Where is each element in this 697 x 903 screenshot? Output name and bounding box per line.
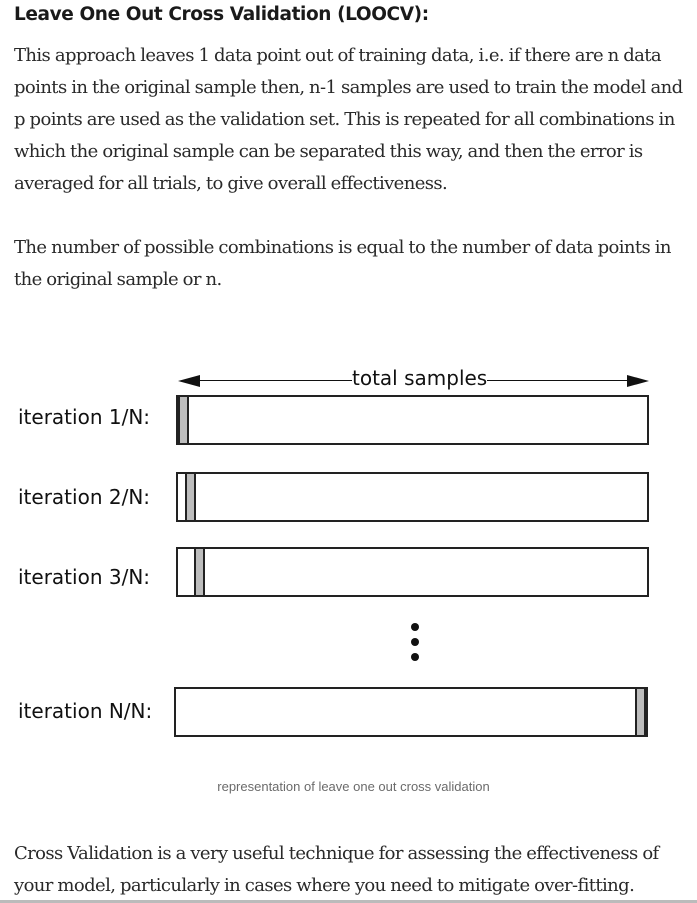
iteration-2-label: iteration 2/N: <box>18 485 151 509</box>
vertical-ellipsis <box>411 623 421 668</box>
section-heading: Leave One Out Cross Validation (LOOCV): <box>14 4 429 25</box>
arrow-right-head <box>627 375 649 387</box>
held-out-sample-cell <box>635 689 646 735</box>
iteration-1-label: iteration 1/N: <box>18 405 151 429</box>
iteration-3-bar <box>176 547 649 597</box>
iteration-n-bar <box>174 687 648 737</box>
iteration-1-bar <box>176 395 649 445</box>
loocv-diagram: total samples iteration 1/N: iteration 2… <box>0 355 697 760</box>
paragraph-loocv-description: This approach leaves 1 data point out of… <box>14 45 683 194</box>
held-out-sample-cell <box>194 549 205 595</box>
arrow-left-head <box>178 375 200 387</box>
held-out-sample-cell <box>185 474 196 520</box>
held-out-sample-cell <box>178 397 189 443</box>
ellipsis-dot <box>411 653 419 661</box>
iteration-3-label: iteration 3/N: <box>18 565 151 589</box>
paragraph-combinations: The number of possible combinations is e… <box>14 237 672 290</box>
total-samples-label: total samples <box>352 366 488 390</box>
iteration-2-bar <box>176 472 649 522</box>
ellipsis-dot <box>411 623 419 631</box>
figure-caption: representation of leave one out cross va… <box>217 779 490 794</box>
ellipsis-dot <box>411 638 419 646</box>
page-bottom-divider <box>0 900 697 903</box>
paragraph-conclusion: Cross Validation is a very useful techni… <box>14 843 659 896</box>
iteration-n-label: iteration N/N: <box>18 699 153 723</box>
